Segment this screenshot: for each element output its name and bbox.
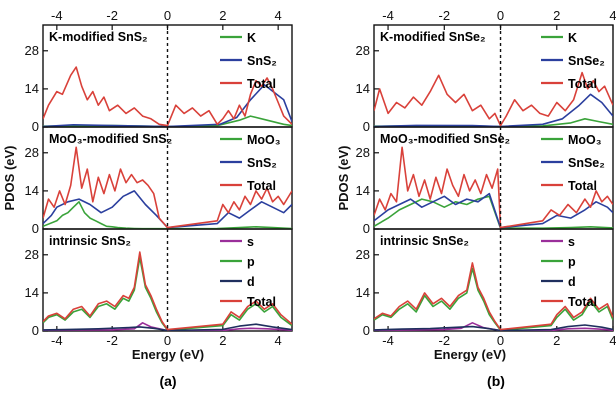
legend-entry: Total: [568, 77, 597, 91]
legend-entry: s: [247, 235, 254, 249]
legend-entry: Total: [568, 179, 597, 193]
legend-entry: p: [247, 255, 255, 269]
bottom-tick-label: 2: [553, 333, 560, 348]
subplot: 0 14 28 K-modified SnSe₂ K SnSe₂ Total: [356, 24, 614, 134]
subplot-title: K-modified SnS₂: [49, 30, 148, 44]
figure-caption: (a): [159, 373, 176, 389]
series-line-total: [374, 71, 613, 127]
legend-entry: Total: [247, 295, 276, 309]
y-tick-label: 0: [32, 119, 39, 134]
series-line-total: [43, 66, 292, 127]
y-tick-label: 28: [25, 247, 39, 262]
chart-b: -4 -4 -2 -2 0 0 2 2 4 4 0 14 28 K-modified SnSe₂ K SnSe…: [336, 8, 616, 389]
y-tick-label: 14: [356, 81, 370, 96]
legend-entry: MoO₃: [568, 133, 602, 147]
subplot-title: MoO₃-modified SnS₂: [49, 132, 172, 146]
series-line-total: [43, 251, 292, 331]
legend-entry: K: [568, 31, 577, 45]
legend-entry: SnS₂: [247, 156, 277, 170]
series-line-sns-: [43, 190, 292, 229]
series-line-d: [374, 324, 613, 331]
subplot-title: intrinsic SnS₂: [49, 234, 131, 248]
y-tick-label: 0: [363, 221, 370, 236]
bottom-tick-label: -4: [51, 333, 63, 348]
series-line-total: [43, 146, 292, 229]
top-tick-label: 4: [609, 8, 616, 23]
bottom-tick-label: 4: [609, 333, 616, 348]
bottom-tick-label: -2: [439, 333, 451, 348]
y-tick-label: 28: [356, 145, 370, 160]
top-tick-label: 0: [164, 8, 171, 23]
legend-entry: p: [568, 255, 576, 269]
subplot: 0 14 28 intrinsic SnS₂ spd Total: [25, 228, 293, 338]
top-tick-label: 4: [275, 8, 282, 23]
subplot: 0 14 28 intrinsic SnSe₂ spd Total: [356, 228, 614, 338]
legend-entry: Total: [247, 77, 276, 91]
y-tick-label: 28: [356, 43, 370, 58]
series-line-snse-: [374, 93, 613, 127]
legend-entry: Total: [247, 179, 276, 193]
x-axis-label: Energy (eV): [132, 347, 204, 362]
subplot: 0 14 28 MoO₃-modified SnSe₂ MoO₃ SnSe₂ Total: [356, 126, 614, 236]
subplot: 0 14 28 MoO₃-modified SnS₂ MoO₃ SnS₂ Total: [25, 126, 293, 236]
top-tick-label: 2: [553, 8, 560, 23]
top-tick-label: -2: [439, 8, 451, 23]
legend-entry: K: [247, 31, 256, 45]
series-line-d: [43, 323, 292, 331]
top-tick-label: -2: [106, 8, 118, 23]
legend-entry: d: [247, 275, 255, 289]
y-tick-label: 14: [25, 81, 39, 96]
subplot-title: intrinsic SnSe₂: [380, 234, 469, 248]
legend-entry: d: [568, 275, 576, 289]
top-tick-label: -4: [382, 8, 394, 23]
subplot-title: MoO₃-modified SnSe₂: [380, 132, 510, 146]
subplot: 0 14 28 K-modified SnS₂ K SnS₂ Total: [25, 24, 293, 134]
legend-entry: s: [568, 235, 575, 249]
legend-entry: SnSe₂: [568, 54, 605, 68]
bottom-tick-label: 0: [164, 333, 171, 348]
top-tick-label: 2: [219, 8, 226, 23]
bottom-tick-label: 0: [497, 333, 504, 348]
legend-entry: Total: [568, 295, 597, 309]
legend-entry: SnS₂: [247, 54, 277, 68]
y-tick-label: 14: [356, 183, 370, 198]
top-tick-label: -4: [51, 8, 63, 23]
bottom-tick-label: -2: [106, 333, 118, 348]
y-tick-label: 0: [363, 323, 370, 338]
chart-a: -4 -4 -2 -2 0 0 2 2 4 4 0 14 28 K-modified SnS₂ K SnS₂ T…: [2, 8, 293, 389]
y-tick-label: 14: [356, 285, 370, 300]
y-tick-label: 0: [32, 221, 39, 236]
y-tick-label: 28: [356, 247, 370, 262]
bottom-tick-label: 2: [219, 333, 226, 348]
series-line-snse-: [374, 192, 613, 229]
y-axis-label: PDOS (eV): [2, 145, 17, 210]
bottom-tick-label: 4: [275, 333, 282, 348]
y-tick-label: 28: [25, 43, 39, 58]
y-tick-label: 14: [25, 285, 39, 300]
series-line-total: [374, 146, 613, 229]
x-axis-label: Energy (eV): [434, 347, 506, 362]
legend-entry: MoO₃: [247, 133, 281, 147]
series-line-total: [374, 262, 613, 331]
subplot-frame: [373, 228, 614, 332]
figure-caption: (b): [487, 373, 505, 389]
series-line-p: [374, 267, 613, 331]
y-tick-label: 14: [25, 183, 39, 198]
subplot-title: K-modified SnSe₂: [380, 30, 486, 44]
y-tick-label: 0: [363, 119, 370, 134]
top-tick-label: 0: [497, 8, 504, 23]
bottom-tick-label: -4: [382, 333, 394, 348]
series-line-moo-: [374, 195, 613, 229]
y-tick-label: 28: [25, 145, 39, 160]
legend-entry: SnSe₂: [568, 156, 605, 170]
y-axis-label: PDOS (eV): [336, 145, 351, 210]
y-tick-label: 0: [32, 323, 39, 338]
